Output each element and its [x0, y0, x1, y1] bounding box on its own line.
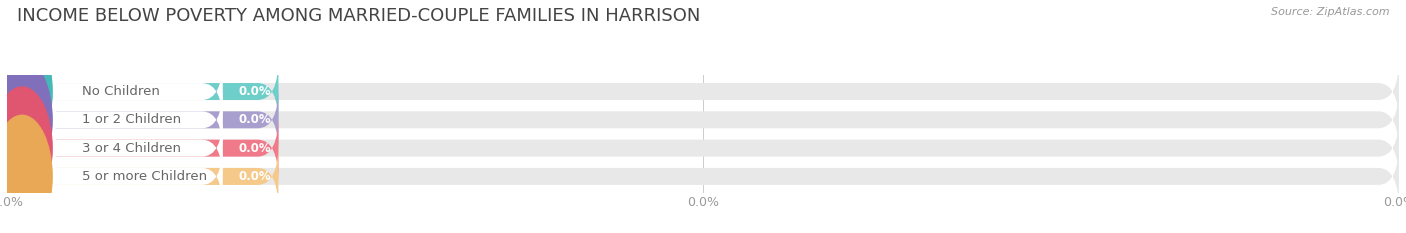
FancyBboxPatch shape — [7, 142, 222, 210]
Circle shape — [0, 115, 52, 233]
Circle shape — [0, 81, 55, 215]
FancyBboxPatch shape — [7, 86, 222, 154]
FancyBboxPatch shape — [7, 86, 1399, 154]
Circle shape — [0, 24, 55, 159]
Text: 3 or 4 Children: 3 or 4 Children — [82, 142, 181, 155]
FancyBboxPatch shape — [7, 142, 278, 210]
Text: No Children: No Children — [82, 85, 160, 98]
FancyBboxPatch shape — [7, 114, 1399, 182]
Text: 0.0%: 0.0% — [239, 170, 271, 183]
Text: 0.0%: 0.0% — [239, 85, 271, 98]
Text: 0.0%: 0.0% — [239, 142, 271, 155]
FancyBboxPatch shape — [7, 114, 278, 182]
Text: 1 or 2 Children: 1 or 2 Children — [82, 113, 181, 126]
FancyBboxPatch shape — [7, 58, 222, 126]
Text: INCOME BELOW POVERTY AMONG MARRIED-COUPLE FAMILIES IN HARRISON: INCOME BELOW POVERTY AMONG MARRIED-COUPL… — [17, 7, 700, 25]
FancyBboxPatch shape — [7, 86, 278, 154]
FancyBboxPatch shape — [7, 58, 1399, 126]
FancyBboxPatch shape — [7, 142, 1399, 210]
Circle shape — [0, 31, 52, 153]
FancyBboxPatch shape — [7, 114, 222, 182]
FancyBboxPatch shape — [7, 58, 278, 126]
Circle shape — [0, 87, 52, 209]
Text: 0.0%: 0.0% — [239, 113, 271, 126]
Circle shape — [0, 109, 55, 233]
Text: 5 or more Children: 5 or more Children — [82, 170, 207, 183]
Text: Source: ZipAtlas.com: Source: ZipAtlas.com — [1271, 7, 1389, 17]
Circle shape — [0, 53, 55, 187]
Circle shape — [0, 59, 52, 181]
